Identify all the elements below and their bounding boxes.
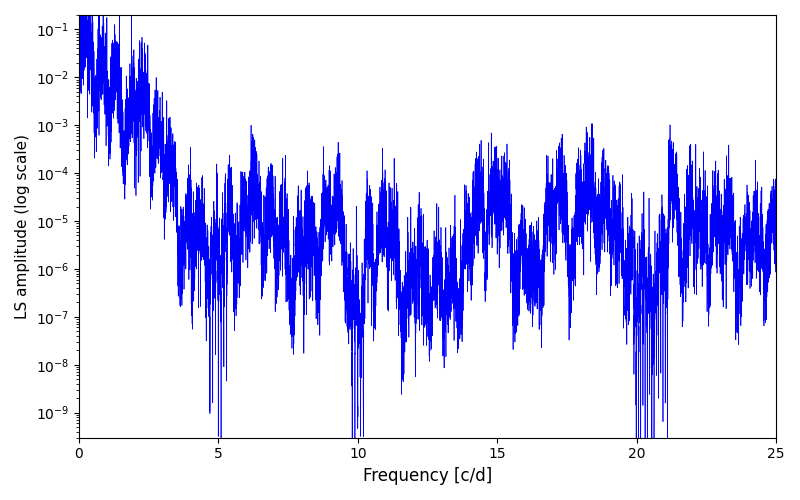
X-axis label: Frequency [c/d]: Frequency [c/d] [363,467,492,485]
Y-axis label: LS amplitude (log scale): LS amplitude (log scale) [15,134,30,319]
